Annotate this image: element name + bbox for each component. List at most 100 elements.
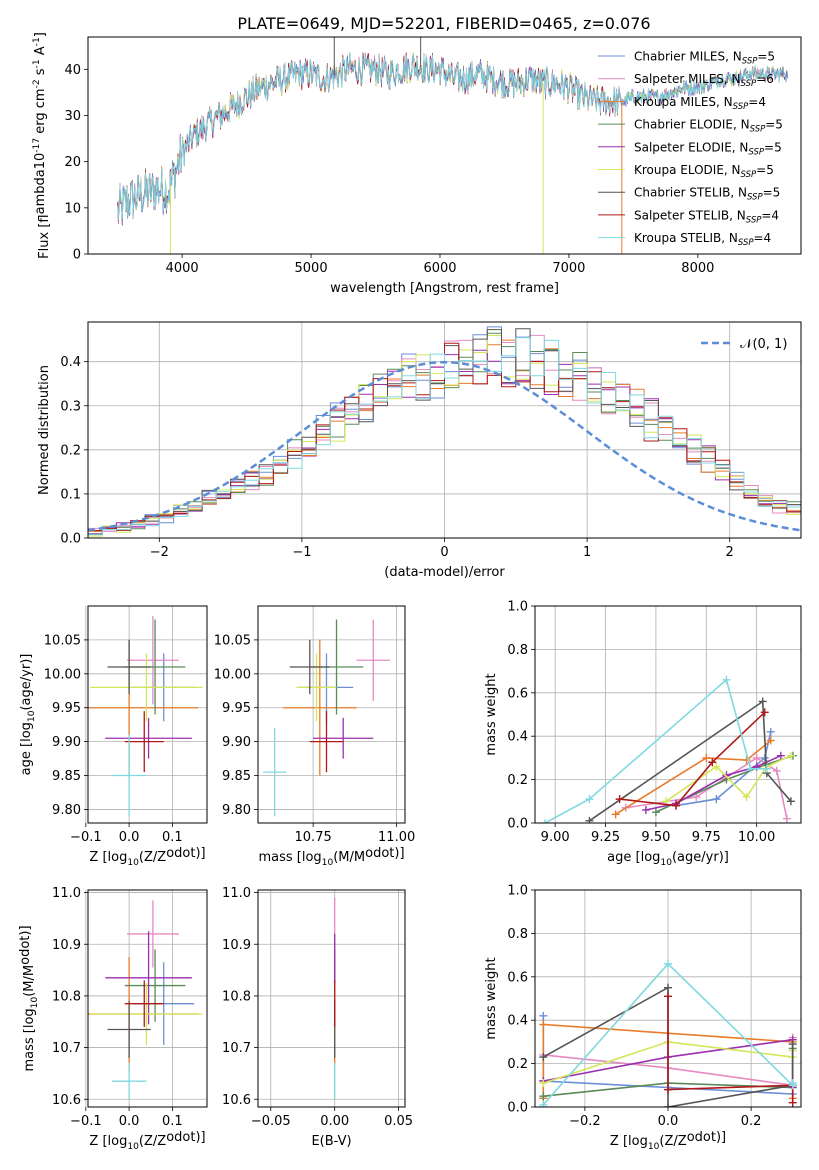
axes-frame [534,605,802,824]
y-tick-label: 10.9 [52,938,81,953]
y-axis-label: age [log10(age/yr)] [19,654,37,776]
weight-marker [539,1100,548,1107]
weight-marker [742,792,751,801]
weight-marker [762,764,771,773]
y-tick-label: 9.80 [52,803,81,818]
plot-area [541,675,797,823]
y-tick-label: 10.7 [222,1041,251,1056]
y-tick-label: 0.0 [507,817,528,832]
y-tick-label: 0.2 [507,1057,528,1072]
legend-entry: Kroupa MILES, NSSP=4 [634,95,766,112]
x-tick-label: −1 [292,545,311,560]
y-tick-label: 0.8 [507,927,528,942]
y-tick-label: 10.05 [44,633,81,648]
axes-frame [87,321,802,539]
plot-area [88,900,203,1100]
x-tick-label: −0.2 [569,1114,601,1129]
y-tick-label: 0.3 [60,399,81,414]
weight-marker [722,675,731,684]
axes-frame [257,605,406,824]
chart-mass-vs-EBV: −0.05 0.00 0.05 10.6 10.7 10.8 10.9 11.0 E(B-V) [222,886,413,1149]
legend-entry: Kroupa ELODIE, NSSP=5 [634,163,774,180]
weight-marker [776,751,785,760]
weight-marker [766,727,775,736]
chart-weight-vs-Z: −0.2 0.0 0.2 0.0 0.2 0.4 0.6 0.8 1.0 Z [log10(Z/Z… [484,884,802,1152]
x-axis-label: Z [log10(Z/Zodot)] [89,1130,205,1152]
y-tick-label: 10.8 [222,989,251,1004]
y-tick-label: 9.90 [222,735,251,750]
y-tick-label: 10.00 [214,667,251,682]
y-tick-label: 0.0 [60,532,81,547]
weight-marker [746,764,755,773]
x-tick-label: 2 [726,545,734,560]
y-tick-label: 20 [64,155,81,170]
y-axis-label: mass weight [484,673,499,755]
chart-residuals: −2 −1 0 1 2 0.0 0.1 0.2 0.3 0.4 (data-model)/error… [37,321,802,580]
weight-marker [664,1085,672,1094]
legend-entry: Chabrier ELODIE, NSSP=5 [634,118,783,135]
histogram-series-8 [88,337,801,538]
y-tick-label: 1.0 [507,884,528,899]
x-tick-label: 0.0 [119,1114,140,1129]
x-tick-label: 8000 [681,261,714,276]
weight-marker [539,1011,548,1020]
legend-entry: Salpeter ELODIE, NSSP=5 [634,140,782,157]
x-tick-label: 9.75 [692,830,721,845]
histogram-series-7 [88,342,801,538]
x-tick-label: −0.1 [70,1114,102,1129]
weight-marker [664,959,672,968]
y-tick-label: 10.05 [214,633,251,648]
figure-title: PLATE=0649, MJD=52201, FIBERID=0465, z=0… [237,14,650,33]
weight-marker [585,795,594,804]
x-tick-label: −0.05 [251,1114,291,1129]
weight-marker [664,983,672,992]
x-tick-label: 10.00 [738,830,775,845]
x-axis-label: wavelength [Angstrom, rest frame] [330,281,559,296]
x-tick-label: 0.2 [741,1114,762,1129]
weight-marker [539,1020,548,1029]
axes-frame [87,605,208,824]
weight-line-7 [667,996,794,1103]
x-tick-label: 0.0 [119,830,140,845]
y-tick-label: 0.6 [507,970,528,985]
x-tick-label: −0.1 [70,830,102,845]
x-axis-label: (data-model)/error [384,565,505,580]
plot-area [117,37,788,254]
x-tick-label: 9.25 [591,830,620,845]
x-tick-label: 11.00 [378,830,415,845]
legend-entry: Chabrier STELIB, NSSP=5 [634,186,780,203]
plot-area [263,619,390,817]
weight-marker [615,795,624,804]
x-tick-label: −2 [150,545,169,560]
y-tick-label: 9.95 [222,701,251,716]
weight-marker [672,801,681,810]
y-tick-label: 0 [73,248,81,263]
weight-marker [788,1098,797,1107]
y-tick-label: 9.80 [222,803,251,818]
x-tick-label: 4000 [166,261,199,276]
chart-spectrum: 4000 5000 6000 7000 8000 0 10 20 30 40 wavelength … [32,32,802,296]
weight-marker [541,819,550,823]
axes-frame [534,889,802,1108]
x-tick-label: 5000 [295,261,328,276]
y-tick-label: 9.95 [52,701,81,716]
x-tick-label: 0.05 [384,1114,413,1129]
weight-marker [712,795,721,804]
y-tick-label: 0.0 [507,1101,528,1116]
y-tick-label: 10.6 [52,1093,81,1108]
axes-frame [87,889,208,1108]
weight-marker [772,766,781,775]
x-tick-label: 0.1 [162,1114,183,1129]
y-tick-label: 0.8 [507,643,528,658]
y-tick-label: 10 [64,201,81,216]
chart-weight-vs-age: 9.00 9.25 9.50 9.75 10.00 0.0 0.2 0.4 0.6 0.8 1.0 a… [484,600,802,868]
weight-marker [539,1079,548,1088]
x-tick-label: 0.00 [320,1114,349,1129]
weight-marker [651,808,660,817]
y-tick-label: 9.85 [222,769,251,784]
weight-marker [788,1079,797,1088]
y-axis-label: Normed distribution [37,365,52,495]
weight-marker [664,992,672,1001]
plot-area [539,959,797,1107]
